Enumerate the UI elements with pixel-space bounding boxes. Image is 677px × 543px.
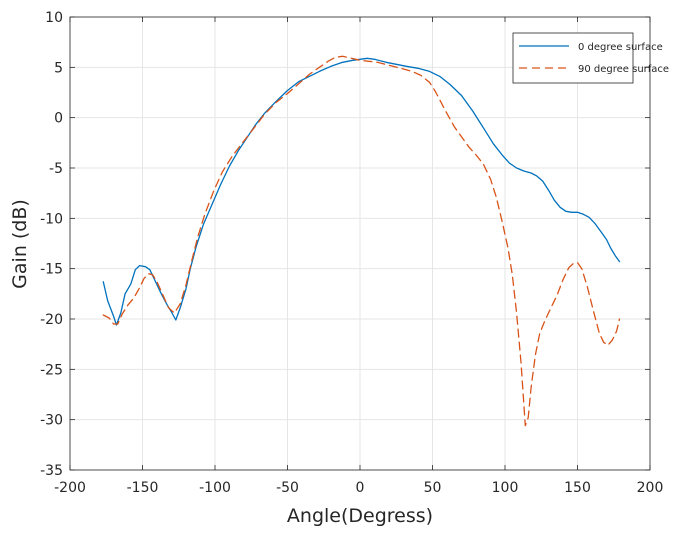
- legend-label-0-degree: 0 degree surface: [578, 42, 663, 53]
- y-tick-label: -25: [40, 362, 63, 378]
- y-axis-label: Gain (dB): [9, 199, 31, 289]
- x-tick-label: 100: [492, 480, 519, 496]
- x-tick-label: -50: [276, 480, 299, 496]
- x-tick-label: 150: [564, 480, 591, 496]
- y-tick-labels: 10 5 0 -5 -10 -15 -20 -25 -30 -35: [40, 10, 63, 479]
- x-tick-label: -200: [54, 480, 86, 496]
- legend-box: [512, 32, 634, 84]
- x-tick-label: 50: [424, 480, 442, 496]
- series-line-90-degree: [102, 55, 621, 427]
- x-tick-label: 200: [637, 480, 664, 496]
- y-tick-label: 5: [54, 60, 63, 76]
- y-tick-label: -35: [40, 463, 63, 479]
- ticks: [69, 16, 651, 471]
- x-axis-label: Angle(Degress): [287, 505, 433, 527]
- y-tick-label: -5: [49, 161, 63, 177]
- x-tick-labels: -200 -150 -100 -50 0 50 100 150 200: [54, 480, 663, 496]
- legend-label-90-degree: 90 degree surface: [578, 64, 669, 75]
- y-tick-label: 0: [54, 111, 63, 127]
- x-tick-label: -150: [127, 480, 159, 496]
- y-tick-label: -10: [40, 211, 63, 227]
- y-tick-label: -20: [40, 312, 63, 328]
- y-tick-label: -30: [40, 413, 63, 429]
- x-tick-label: 0: [356, 480, 365, 496]
- legend: 0 degree surface 90 degree surface: [512, 32, 669, 84]
- x-tick-label: -100: [199, 480, 231, 496]
- series-lines: [102, 55, 621, 427]
- series-line-0-degree: [102, 57, 621, 326]
- y-tick-label: -15: [40, 262, 63, 278]
- y-tick-label: 10: [45, 10, 63, 26]
